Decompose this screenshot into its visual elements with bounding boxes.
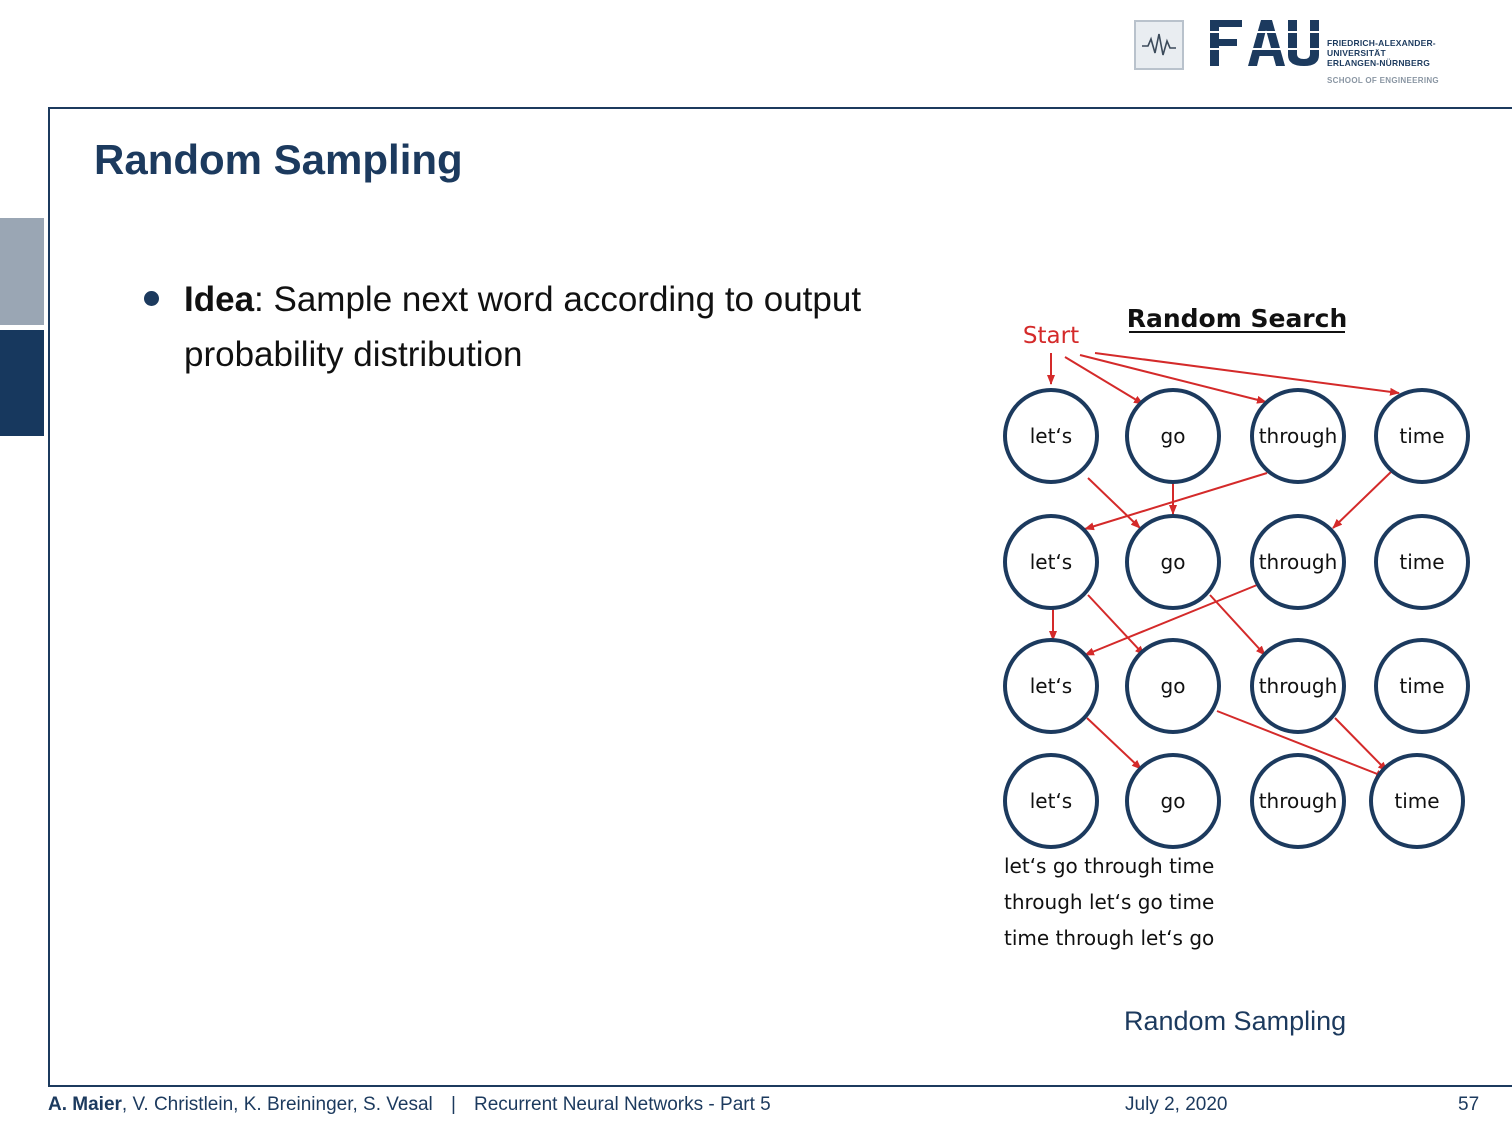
node-label: through [1259,674,1338,698]
node-circle [1003,753,1099,849]
figure-caption: Random Sampling [1124,1006,1347,1036]
node-circle [1125,514,1221,610]
arrow-r1-time-through [1332,469,1394,529]
footer-authors: A. Maier, V. Christlein, K. Breininger, … [48,1094,433,1116]
node-circle [1125,638,1221,734]
side-marker-light [0,218,44,325]
transition-arrows [1047,352,1400,778]
footer-separator: | [451,1094,456,1115]
node-circle [1250,514,1346,610]
footer-lecture: Recurrent Neural Networks - Part 5 [474,1094,771,1115]
node-circle [1125,388,1221,484]
node-row-4: let‘s go through time [1003,753,1465,849]
bullet-item: Idea: Sample next word according to outp… [140,272,940,382]
node-label: go [1161,550,1186,574]
arrow-r2-lets-go [1087,594,1145,656]
lead-author: A. Maier [48,1094,122,1115]
page-title: Random Sampling [94,136,463,183]
diagram-title: Random Search [1127,304,1348,333]
node-label: go [1161,789,1186,813]
node-circle [1374,514,1470,610]
sequence-item: let‘s go through time [1004,854,1215,878]
lab-logo-icon [1134,20,1184,70]
node-circle [1374,388,1470,484]
node-label: through [1259,424,1338,448]
bullet-term: Idea [184,280,255,319]
node-circle [1250,388,1346,484]
node-circle [1125,753,1221,849]
sequence-item: through let‘s go time [1004,890,1215,914]
arrow-r3-through-time [1334,717,1388,772]
arrow-r3-go-time [1216,710,1386,778]
node-label: time [1399,674,1444,698]
arrow-start-go [1064,356,1144,405]
arrow-r2-through-lets [1084,584,1258,656]
bullet-text: : Sample next word according to output p… [184,280,862,374]
node-label: go [1161,424,1186,448]
sequence-item: time through let‘s go [1004,926,1215,950]
node-circle [1250,753,1346,849]
arrow-start-through [1079,354,1267,404]
node-label: let‘s [1030,674,1072,698]
node-label: time [1399,550,1444,574]
footer-date: July 2, 2020 [1125,1094,1228,1115]
node-label: time [1394,789,1439,813]
page-number: 57 [1458,1094,1480,1115]
bullet-dot-icon [144,291,159,306]
school-name: SCHOOL OF ENGINEERING [1327,76,1439,85]
node-circle [1003,514,1099,610]
node-circle [1003,638,1099,734]
side-marker-dark [0,330,44,436]
node-circle [1250,638,1346,734]
coauthors: , V. Christlein, K. Breininger, S. Vesal [121,1094,433,1115]
node-label: through [1259,550,1338,574]
bullet-list: Idea: Sample next word according to outp… [140,272,940,382]
fau-logo-icon [1210,20,1320,66]
node-circle [1003,388,1099,484]
node-circle [1374,638,1470,734]
node-label: go [1161,674,1186,698]
node-row-2: let‘s go through time [1003,514,1470,610]
sampled-sequences: let‘s go through time through let‘s go t… [1004,848,1214,956]
start-label: Start [1023,323,1079,349]
arrow-r1-lets-go [1087,477,1141,529]
institution-name: FRIEDRICH-ALEXANDER- UNIVERSITÄT ERLANGE… [1327,38,1436,68]
slide-frame [48,107,1512,1087]
arrow-r3-lets-go [1086,717,1142,770]
node-label: time [1399,424,1444,448]
node-row-1: let‘s go through time [1003,388,1470,484]
node-label: let‘s [1030,424,1072,448]
node-label: through [1259,789,1338,813]
arrow-r2-go-through [1209,594,1266,656]
node-label: let‘s [1030,550,1072,574]
arrow-start-time [1094,352,1400,396]
node-row-3: let‘s go through time [1003,638,1470,734]
random-search-diagram: Random Search Start let‘s go through tim… [1003,304,1470,849]
node-circle [1369,753,1465,849]
footer: A. Maier, V. Christlein, K. Breininger, … [48,1094,1488,1124]
arrow-r1-through-lets [1084,472,1268,531]
node-label: let‘s [1030,789,1072,813]
